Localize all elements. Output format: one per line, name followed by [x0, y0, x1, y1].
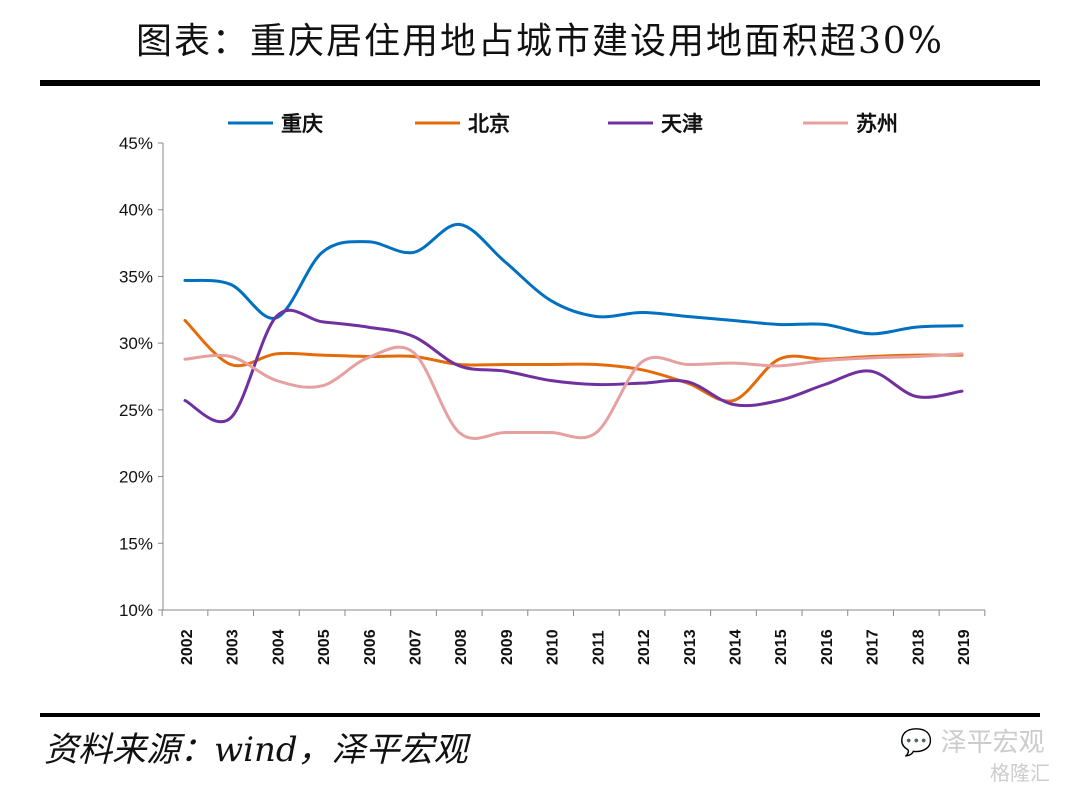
x-tick-label: 2017 — [865, 629, 882, 665]
legend-label: 重庆 — [281, 112, 323, 136]
x-tick-label: 2011 — [590, 630, 607, 665]
legend-label: 天津 — [661, 113, 703, 136]
chart-title: 图表：重庆居住用地占城市建设用地面积超30% — [135, 21, 945, 62]
series-line-1 — [183, 318, 964, 403]
x-tick-label: 2008 — [453, 629, 470, 665]
y-tick-label: 40% — [119, 201, 153, 220]
x-tick-label: 2012 — [636, 629, 653, 665]
x-tick-label: 2009 — [499, 629, 516, 665]
x-tick-label: 2013 — [682, 629, 699, 665]
series-line-3 — [183, 345, 964, 440]
bottom-rule — [40, 713, 1040, 717]
x-tick-label: 2006 — [362, 629, 379, 665]
legend-label: 北京 — [468, 112, 510, 136]
x-tick-label: 2003 — [225, 629, 242, 665]
source-note: 资料来源：wind，泽平宏观 — [44, 730, 468, 770]
y-tick-label: 45% — [119, 134, 153, 153]
y-tick-label: 20% — [119, 468, 153, 487]
x-tick-label: 2005 — [316, 629, 333, 665]
x-tick-label: 2004 — [270, 629, 287, 665]
x-tick-label: 2007 — [408, 629, 425, 665]
legend-label: 苏州 — [856, 113, 898, 136]
watermark-sub: 格隆汇 — [990, 761, 1050, 785]
y-tick-label: 25% — [119, 401, 153, 420]
x-tick-label: 2002 — [179, 629, 196, 665]
series-line-0 — [183, 222, 964, 336]
x-tick-label: 2010 — [545, 629, 562, 665]
wechat-icon: 💬 — [900, 728, 933, 758]
top-rule — [40, 80, 1040, 86]
x-tick-label: 2014 — [727, 629, 744, 665]
x-tick-label: 2018 — [910, 629, 927, 665]
series-line-2 — [183, 308, 964, 424]
y-tick-label: 35% — [119, 267, 153, 286]
y-tick-label: 30% — [119, 334, 153, 353]
watermark-text: 泽平宏观 — [940, 728, 1045, 758]
x-tick-label: 2015 — [773, 629, 790, 665]
x-tick-label: 2019 — [956, 629, 973, 665]
watermark: 💬 泽平宏观 — [900, 722, 1045, 759]
x-tick-label: 2016 — [819, 629, 836, 665]
y-tick-label: 10% — [119, 601, 153, 620]
y-tick-label: 15% — [119, 534, 153, 553]
